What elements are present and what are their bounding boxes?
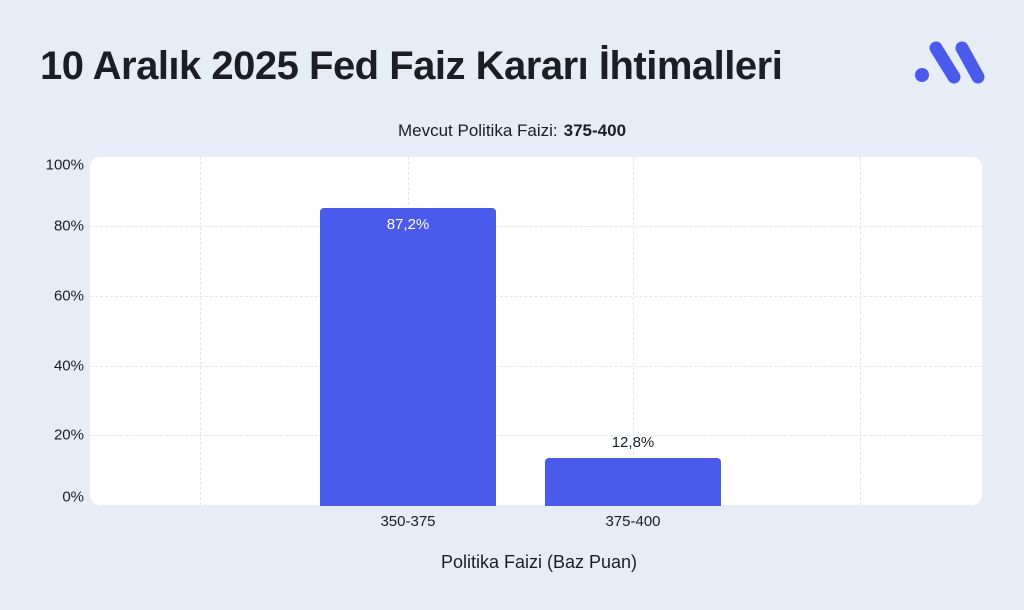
brand-logo-icon [915,41,985,84]
y-tick-0: 0% [62,488,84,506]
vgridline-3 [633,157,634,505]
subtitle-value: 375-400 [563,121,627,140]
bar-350-375: 87,2% [320,208,496,506]
bar-value-label: 87,2% [386,216,430,233]
vgridline-1 [200,157,201,505]
chart-title: 10 Aralık 2025 Fed Faiz Kararı İhtimalle… [40,44,783,88]
x-tick-375-400: 375-400 [605,513,661,530]
subtitle-label: Mevcut Politika Faizi: [397,121,558,140]
gridline-40 [90,366,982,367]
vgridline-4 [860,157,861,505]
y-tick-80: 80% [53,217,84,235]
gridline-80 [90,226,982,227]
y-tick-100: 100% [45,156,84,174]
gridline-60 [90,296,982,297]
chart-subtitle: Mevcut Politika Faizi: 375-400 [0,121,1024,141]
bar-value-label: 12,8% [611,434,655,451]
x-axis-label: Politika Faizi (Baz Puan) [440,552,638,572]
y-tick-40: 40% [53,357,84,375]
plot-area [90,157,982,505]
bar-375-400 [545,458,721,506]
y-tick-20: 20% [53,426,84,444]
x-tick-350-375: 350-375 [380,513,436,530]
gridline-20 [90,435,982,436]
y-tick-60: 60% [53,287,84,305]
